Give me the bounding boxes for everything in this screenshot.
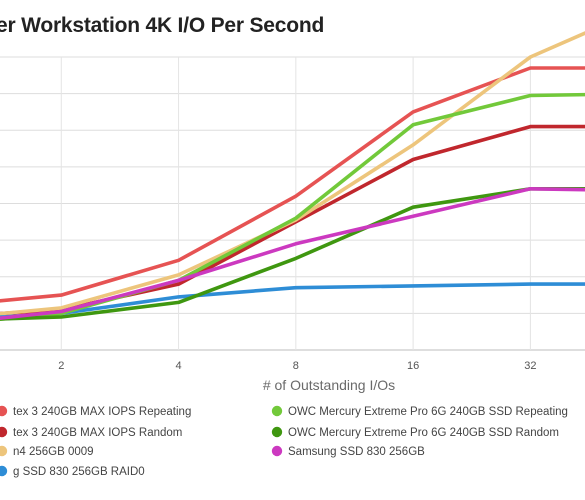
legend-swatch bbox=[0, 465, 8, 477]
x-axis-label: # of Outstanding I/Os bbox=[263, 377, 395, 393]
legend-label: n4 256GB 0009 bbox=[13, 446, 94, 458]
x-tick-label: 16 bbox=[407, 360, 419, 372]
series-layer bbox=[0, 31, 585, 321]
legend-item: tex 3 240GB MAX IOPS Random bbox=[0, 426, 182, 439]
chart-title: er Workstation 4K I/O Per Second bbox=[0, 14, 325, 37]
legend-item: OWC Mercury Extreme Pro 6G 240GB SSD Rep… bbox=[271, 405, 568, 418]
legend-swatch bbox=[271, 405, 283, 417]
x-tick-label: 8 bbox=[293, 360, 299, 372]
legend-swatch bbox=[271, 426, 283, 438]
legend-label: g SSD 830 256GB RAID0 bbox=[13, 466, 145, 478]
legend-swatch bbox=[0, 426, 8, 438]
series-line bbox=[0, 31, 585, 316]
legend-item: Samsung SSD 830 256GB bbox=[271, 445, 425, 458]
legend-label: tex 3 240GB MAX IOPS Random bbox=[13, 427, 182, 439]
legend-item: tex 3 240GB MAX IOPS Repeating bbox=[0, 405, 191, 418]
x-tick-label: 4 bbox=[175, 360, 181, 372]
x-tick-label: 32 bbox=[524, 360, 536, 372]
legend-swatch bbox=[0, 405, 8, 417]
legend-label: Samsung SSD 830 256GB bbox=[288, 446, 425, 458]
legend: tex 3 240GB MAX IOPS Repeating OWC Mercur… bbox=[0, 405, 568, 478]
legend-item: OWC Mercury Extreme Pro 6G 240GB SSD Ran… bbox=[271, 426, 559, 439]
series-line bbox=[0, 187, 585, 321]
series-line bbox=[0, 66, 585, 303]
legend-item: n4 256GB 0009 bbox=[0, 445, 94, 458]
legend-label: OWC Mercury Extreme Pro 6G 240GB SSD Rep… bbox=[288, 406, 568, 418]
x-tick-label: 2 bbox=[58, 360, 64, 372]
legend-swatch bbox=[0, 445, 8, 457]
x-tick-labels: 1248163264 bbox=[58, 360, 536, 372]
legend-swatch bbox=[271, 445, 283, 457]
legend-item: g SSD 830 256GB RAID0 bbox=[0, 465, 145, 478]
legend-label: OWC Mercury Extreme Pro 6G 240GB SSD Ran… bbox=[288, 427, 559, 439]
series-line bbox=[0, 92, 585, 321]
legend-label: tex 3 240GB MAX IOPS Repeating bbox=[13, 406, 191, 418]
